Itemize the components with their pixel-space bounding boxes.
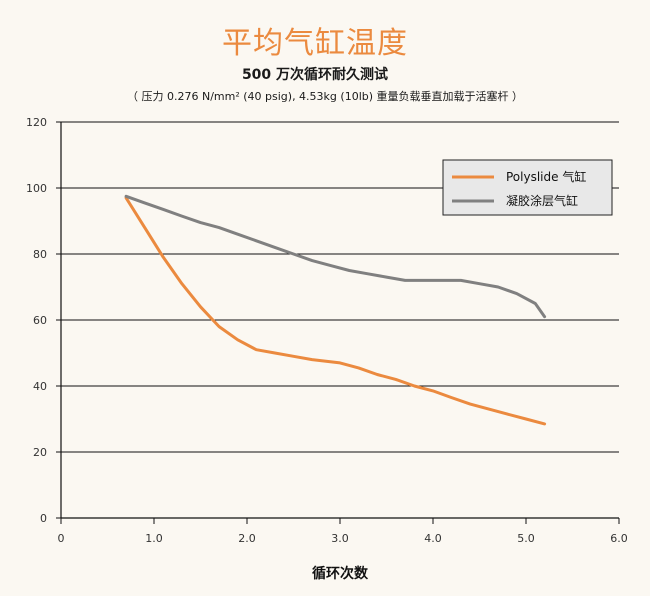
chart-note: （ 压力 0.276 N/mm² (40 psig), 4.53kg (10lb…	[126, 90, 524, 103]
axes	[56, 121, 620, 524]
y-tick-label: 20	[33, 446, 47, 459]
x-tick-label: 0	[58, 532, 65, 545]
legend: Polyslide 气缸 凝胶涂层气缸	[442, 159, 613, 216]
legend-label-gelcoat: 凝胶涂层气缸	[506, 193, 578, 208]
chart-title: 平均气缸温度	[222, 26, 408, 61]
y-tick-label: 80	[33, 248, 47, 261]
series-line-polyslide	[124, 196, 547, 426]
y-tick-labels: 0 20 40 60 80 100 120	[26, 116, 47, 525]
x-tick-label: 4.0	[424, 532, 442, 545]
x-axis-label: 循环次数	[312, 565, 369, 582]
x-tick-label: 3.0	[331, 532, 349, 545]
x-tick-labels: 0 1.0 2.0 3.0 4.0 5.0 6.0	[58, 532, 628, 545]
x-tick-label: 6.0	[610, 532, 628, 545]
legend-label-polyslide: Polyslide 气缸	[506, 169, 586, 184]
x-tick-label: 5.0	[517, 532, 535, 545]
y-tick-label: 60	[33, 314, 47, 327]
y-tick-label: 100	[26, 182, 47, 195]
y-tick-label: 40	[33, 380, 47, 393]
y-tick-label: 120	[26, 116, 47, 129]
y-tick-label: 0	[40, 512, 47, 525]
x-tick-label: 1.0	[145, 532, 163, 545]
x-tick-label: 2.0	[238, 532, 256, 545]
series-lines	[124, 194, 547, 426]
chart-subtitle: 500 万次循环耐久测试	[241, 67, 389, 83]
series-line-gelcoat	[124, 194, 547, 319]
legend-box	[442, 159, 613, 216]
